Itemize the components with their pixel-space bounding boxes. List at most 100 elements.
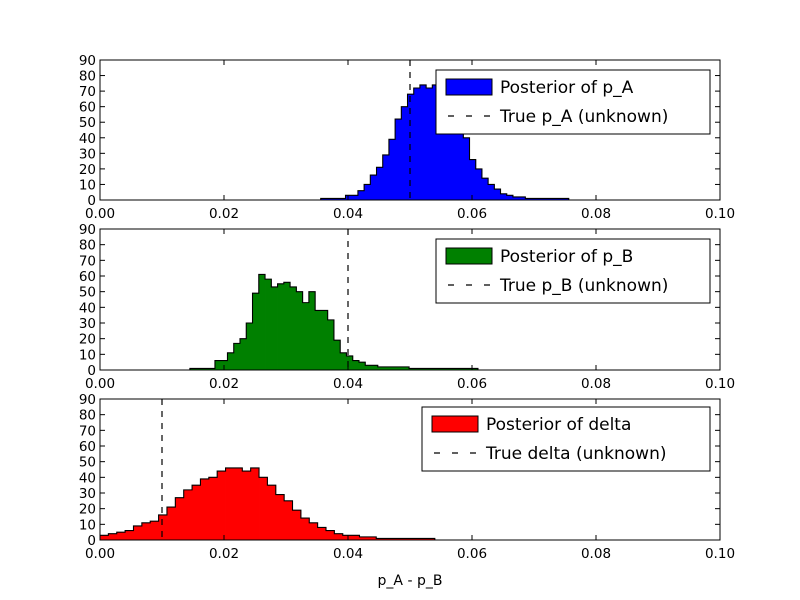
histogram-bar [175,497,185,540]
legend: Posterior of p_A True p_A (unknown) [435,69,711,135]
histogram-bar [183,489,193,540]
histogram-bar [427,368,435,370]
histogram-bar [100,535,109,540]
y-tick-label: 20 [79,332,96,348]
histogram-bar [367,536,377,540]
y-tick-label: 70 [79,253,96,269]
x-tick-label: 0.10 [705,376,735,392]
histogram-bar [384,366,391,370]
histogram-bar [227,352,235,370]
histogram-bar [150,521,159,540]
histogram-bar [376,538,385,540]
histogram-bar [342,535,352,540]
x-tick-label: 0.10 [705,546,735,562]
y-tick-label: 70 [79,84,96,100]
subplot-2: 0.00 0.02 0.04 0.06 0.08 0.10 0102030405060708… [79,222,735,392]
histogram-bar [444,102,452,200]
histogram-bar [382,154,390,200]
plot-area [320,60,570,200]
histogram-bar [192,485,201,540]
histogram-bar [421,368,429,370]
y-tick-label: 0 [87,533,96,549]
x-tick-label: 0.04 [333,546,363,562]
histogram-bar [133,525,143,540]
histogram-bar [402,366,410,370]
histogram-bar [450,108,458,200]
histogram-bar [471,368,479,370]
legend-label: Posterior of p_A [500,78,634,98]
histogram-bar [125,530,134,540]
histogram-bar [315,310,322,370]
y-tick-label: 90 [79,53,96,69]
histogram-bar [239,338,247,370]
histogram-bar [233,343,241,370]
histogram-bar [426,88,433,200]
histogram-bar [208,368,216,370]
histogram-bar [333,340,341,370]
y-tick-label: 30 [79,316,96,332]
histogram-bar [317,527,327,540]
y-tick-label: 60 [79,439,96,455]
histogram-bar [340,352,347,370]
subplot-3: 0.00 0.02 0.04 0.06 0.08 0.10 0102030405060708… [79,392,735,562]
histogram-bar [525,198,532,200]
x-tick-label: 0.00 [85,206,115,222]
y-tick-label: 80 [79,408,96,424]
histogram-bar [543,198,551,200]
legend-label: True p_A (unknown) [499,107,668,127]
histogram-bar [463,137,470,200]
axes-frame [99,398,721,541]
y-tick-label: 30 [79,146,96,162]
y-tick-label: 80 [79,238,96,254]
histogram-bar [308,291,316,370]
histogram-bar [434,368,441,370]
histogram-bar [481,178,489,200]
x-tick-label: 0.06 [457,546,487,562]
histogram-bar [283,282,291,370]
histogram-bar [196,368,203,370]
histogram-bar [326,198,334,200]
histogram-bar [376,167,384,200]
histogram-bar [141,522,151,540]
histogram-bar [333,198,340,200]
histogram-bar [233,467,243,540]
histogram-bar [351,535,360,540]
histogram-bar [512,196,520,200]
y-tick-label: 90 [79,222,96,238]
histogram-bar [214,360,222,370]
histogram-bar [292,510,302,540]
histogram-bar [345,195,353,200]
plot-area [189,229,479,370]
histogram-bar [432,84,439,200]
histogram-bar [419,84,427,200]
y-tick-label: 10 [79,347,96,363]
histogram-bar [409,368,416,370]
histogram-bar [321,310,329,370]
histogram-bar [246,323,253,370]
histogram-bar [519,196,526,200]
histogram-bar [252,293,260,370]
y-tick-label: 20 [79,162,96,178]
legend-label: True delta (unknown) [485,444,666,464]
legend: Posterior of delta True delta (unknown) [421,406,711,472]
histogram-bar [359,536,369,540]
histogram-bar [284,500,293,540]
histogram-bar [418,538,427,540]
histogram-bar [415,368,422,370]
histogram-bar [506,195,514,200]
histogram-bar [370,175,377,200]
histogram-bar [358,362,366,370]
histogram-bar [457,120,464,200]
y-tick-label: 10 [79,177,96,193]
y-tick-label: 0 [87,363,96,379]
y-tick-label: 50 [79,115,96,131]
histogram-bar [325,530,335,540]
x-tick-label: 0.06 [457,376,487,392]
histogram-bar [158,514,168,540]
histogram-bar [459,368,466,370]
histogram-bar [189,368,197,370]
histogram-bar [259,477,268,540]
histogram-bar [531,198,539,200]
histogram-bar [396,366,404,370]
histogram-bars [189,274,479,370]
